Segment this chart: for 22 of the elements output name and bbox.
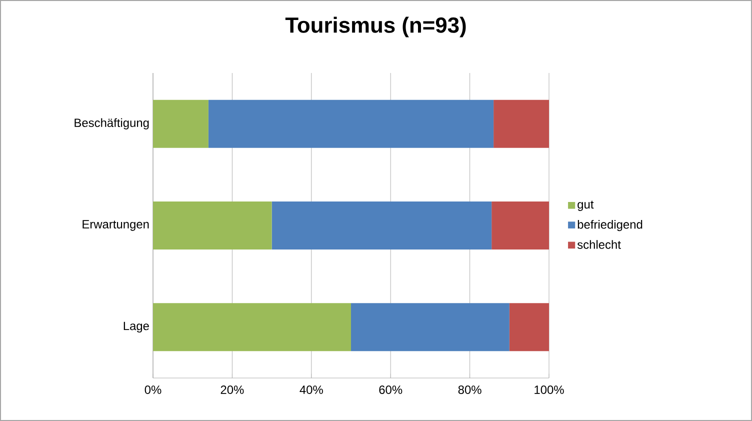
- bar: [153, 303, 352, 352]
- bar: [272, 202, 492, 250]
- x-tick-label: 40%: [300, 386, 323, 394]
- x-tick-label: 0%: [144, 386, 162, 394]
- legend-label: gut: [578, 200, 594, 211]
- bar: [494, 100, 550, 148]
- bar: [208, 100, 494, 148]
- y-tick-label: Beschäftigung: [74, 118, 149, 130]
- x-tick-label: 20%: [220, 386, 244, 394]
- x-tick-label: 100%: [534, 386, 564, 394]
- y-tick-label: Erwartungen: [82, 220, 149, 231]
- x-tick-label: 60%: [379, 386, 402, 394]
- bar: [509, 303, 550, 352]
- x-tick-label: 80%: [458, 386, 482, 394]
- legend-label: schlecht: [577, 240, 621, 249]
- bar: [492, 202, 550, 250]
- bar: [153, 202, 272, 250]
- y-tick-label: Lage: [124, 322, 149, 333]
- legend-label: befriedigend: [578, 220, 642, 232]
- chart-title: Tourismus (n=93): [285, 16, 466, 38]
- bar: [351, 303, 510, 352]
- bar: [153, 100, 208, 148]
